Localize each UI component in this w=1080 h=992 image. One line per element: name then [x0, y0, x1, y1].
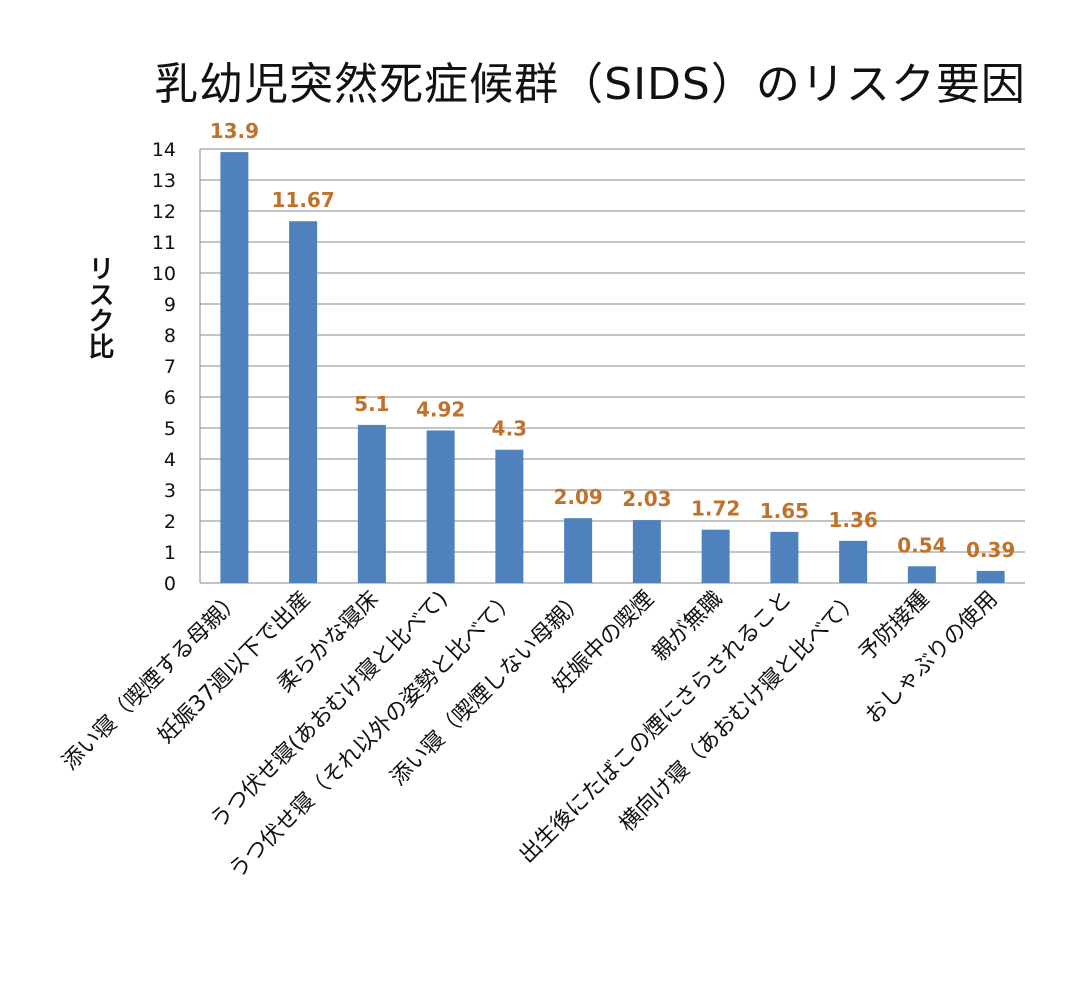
y-tick-label: 6 [164, 387, 176, 409]
bar [701, 529, 730, 583]
y-tick-label: 7 [164, 356, 176, 378]
y-tick-label: 14 [152, 139, 176, 161]
y-tick-label: 2 [164, 511, 176, 533]
y-tick-label: 3 [164, 480, 176, 502]
data-label: 0.54 [897, 533, 946, 557]
y-tick-label: 8 [164, 325, 176, 347]
bar [632, 520, 661, 583]
y-axis-title: リスク比 [84, 255, 114, 359]
bar [770, 531, 799, 583]
data-label: 2.03 [622, 487, 671, 511]
bar [220, 152, 249, 583]
x-tick-label: おしゃぶりの使用 [861, 587, 1003, 729]
data-label: 2.09 [553, 485, 602, 509]
data-label: 4.3 [492, 417, 527, 441]
y-tick-label: 10 [152, 263, 176, 285]
y-tick-label: 13 [152, 170, 176, 192]
y-tick-label: 12 [152, 201, 176, 223]
y-tick-label: 11 [152, 232, 176, 254]
data-label: 5.1 [354, 392, 389, 416]
bar [426, 430, 455, 583]
y-tick-label: 9 [164, 294, 176, 316]
data-label: 1.72 [691, 497, 740, 521]
data-label: 13.9 [210, 119, 259, 143]
data-label: 1.36 [828, 508, 877, 532]
y-tick-label: 1 [164, 542, 176, 564]
bar [495, 449, 524, 583]
bar [564, 518, 593, 583]
chart-title: 乳幼児突然死症候群（SIDS）のリスク要因 [154, 59, 1026, 110]
data-label: 11.67 [271, 188, 334, 212]
y-tick-label: 5 [164, 418, 176, 440]
bar [976, 570, 1005, 583]
bar [357, 424, 386, 583]
data-label: 0.39 [966, 538, 1015, 562]
data-label: 1.65 [760, 499, 809, 523]
bar [839, 540, 868, 583]
data-label: 4.92 [416, 397, 465, 421]
bar [289, 221, 318, 584]
y-tick-label: 0 [164, 573, 176, 595]
y-tick-label: 4 [164, 449, 176, 471]
bar [907, 566, 936, 583]
